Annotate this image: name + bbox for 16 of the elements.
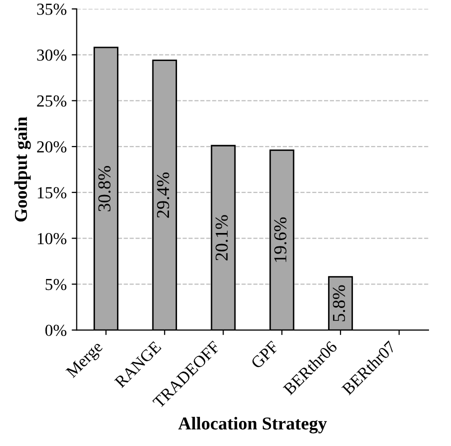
y-tick-label: 0% [45, 324, 66, 336]
y-tick-label: 5% [46, 278, 66, 290]
y-tick-label: 25% [37, 95, 66, 107]
data-label: 5.8% [332, 285, 346, 322]
y-tick-label: 10% [38, 232, 66, 244]
y-tick-label: 35% [37, 4, 66, 15]
data-label: 29.4% [156, 172, 170, 218]
data-label: 20.1% [216, 215, 228, 260]
y-tick-label: 20% [37, 141, 66, 153]
y-tick-label: 30% [37, 49, 66, 61]
x-axis-title: Allocation Strategy [178, 416, 327, 434]
data-label: 30.8% [98, 166, 111, 212]
y-axis-title: Goodput gain [14, 116, 31, 222]
data-label: 19.6% [274, 217, 286, 262]
x-tick-label: GPF [250, 340, 280, 370]
y-tick-label: 15% [38, 187, 66, 198]
